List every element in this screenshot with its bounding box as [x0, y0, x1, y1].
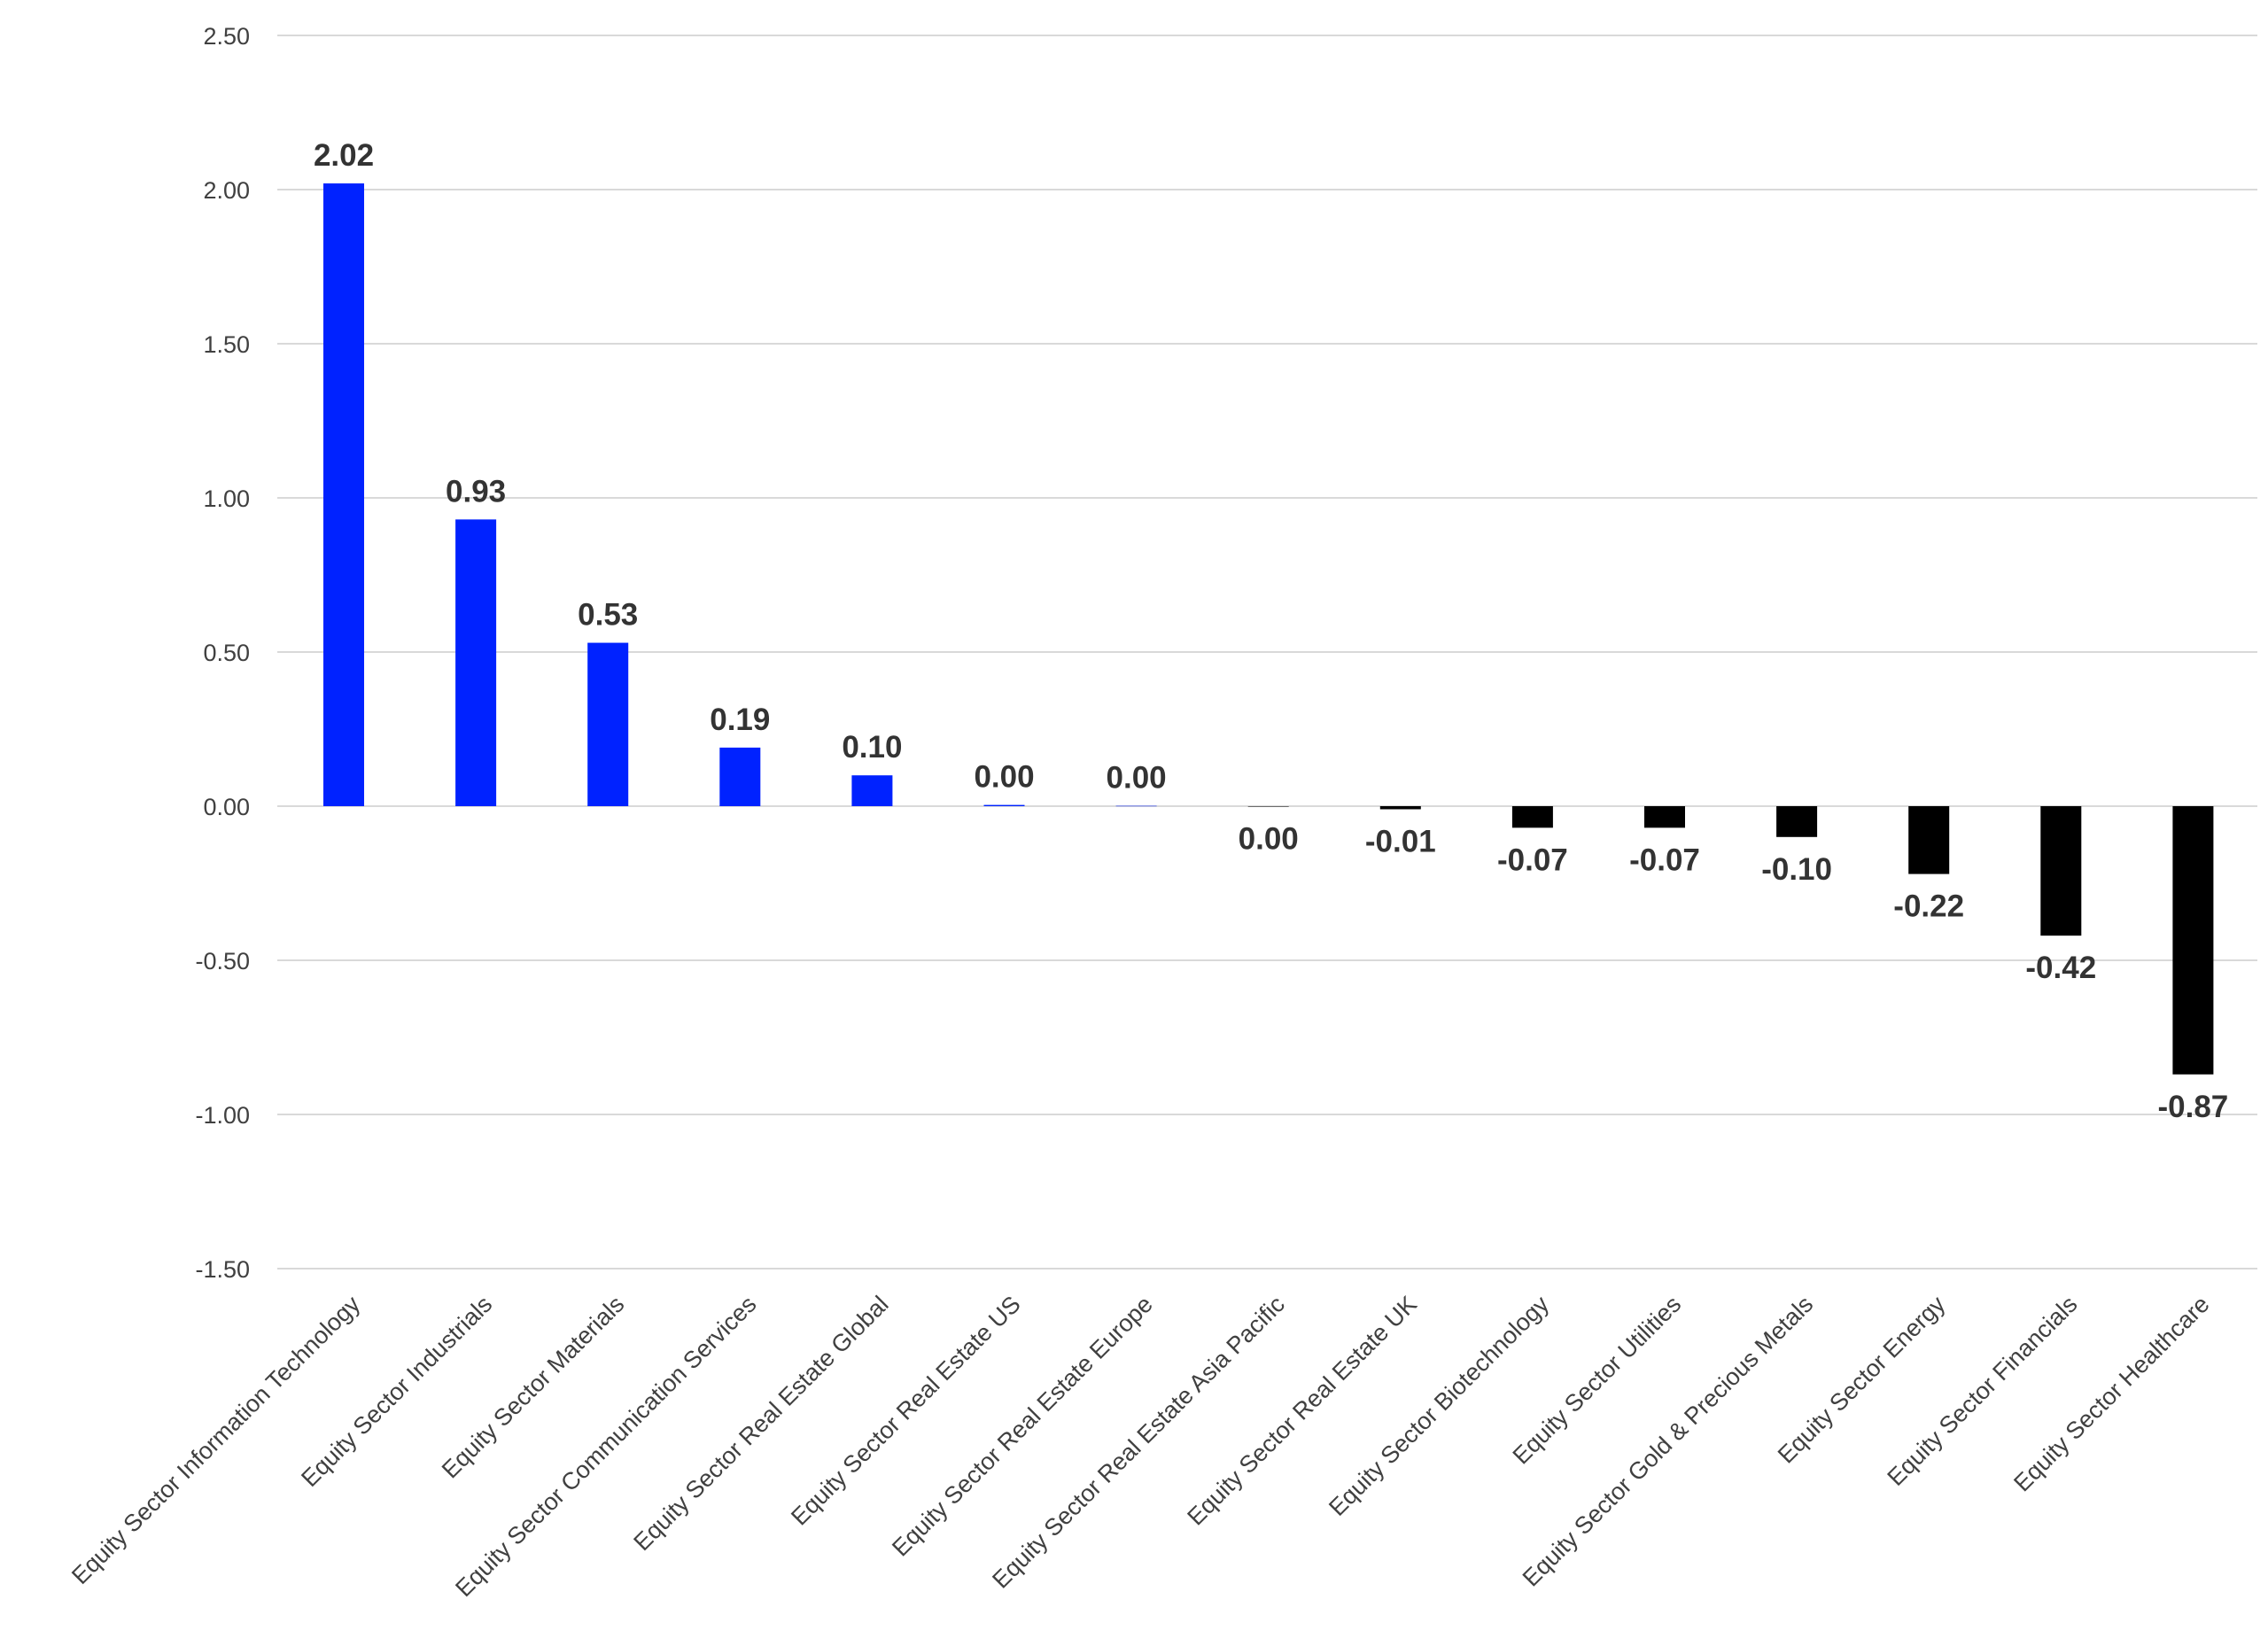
- data-label: 2.02: [314, 138, 374, 173]
- bars: [323, 183, 2214, 1075]
- x-category-label: Equity Sector Information Technology: [66, 1291, 365, 1589]
- x-category-label: Equity Sector Real Estate Europe: [887, 1291, 1158, 1562]
- bar: [1776, 806, 1818, 837]
- data-label: -0.07: [1497, 842, 1568, 877]
- bar: [1379, 806, 1421, 810]
- x-category-label: Equity Sector Real Estate Global: [628, 1291, 893, 1556]
- data-label: 0.53: [578, 598, 638, 633]
- data-label: -0.01: [1365, 824, 1436, 858]
- y-axis-ticks: 2.50 2.00 1.50 1.00 0.50 0.00 -0.50 -1.00 -1.50: [195, 23, 250, 1283]
- data-label: 0.00: [974, 760, 1034, 795]
- x-category-label: Equity Sector Biotechnology: [1324, 1291, 1554, 1521]
- y-tick-label: 1.50: [203, 331, 250, 358]
- y-tick-label: 0.50: [203, 640, 250, 666]
- bar: [1908, 806, 1950, 874]
- x-category-label: Equity Sector Real Estate UK: [1182, 1291, 1422, 1531]
- x-category-label: Equity Sector Gold & Precious Metals: [1518, 1291, 1819, 1592]
- bar: [851, 775, 893, 806]
- y-tick-label: 2.00: [203, 177, 250, 204]
- x-category-label: Equity Sector Communication Services: [450, 1291, 761, 1602]
- bar: [1247, 806, 1289, 807]
- bar: [719, 747, 761, 806]
- data-label: -0.22: [1893, 889, 1964, 924]
- bar: [323, 183, 364, 807]
- y-tick-label: -0.50: [195, 948, 250, 974]
- bar: [1115, 805, 1157, 807]
- bar: [587, 642, 629, 806]
- bar: [2040, 806, 2082, 936]
- bar: [1511, 806, 1553, 828]
- data-label: 0.10: [842, 730, 902, 765]
- y-tick-label: 0.00: [203, 794, 250, 820]
- y-tick-label: -1.00: [195, 1102, 250, 1129]
- data-label: 0.93: [446, 474, 506, 509]
- data-labels: 2.02 0.93 0.53 0.19 0.10 0.00 0.00 0.00 -0.01 -0.…: [314, 138, 2228, 1124]
- data-label: 0.19: [710, 703, 770, 737]
- data-label: 0.00: [1239, 822, 1299, 857]
- y-tick-label: 1.00: [203, 485, 250, 512]
- bar: [983, 804, 1025, 806]
- data-label: -0.42: [2025, 951, 2096, 985]
- data-label: -0.07: [1629, 842, 1700, 877]
- data-label: -0.87: [2158, 1090, 2229, 1124]
- x-category-label: Equity Sector Real Estate US: [786, 1291, 1026, 1531]
- y-tick-label: -1.50: [195, 1256, 250, 1283]
- data-label: -0.10: [1761, 852, 1832, 887]
- y-tick-label: 2.50: [203, 23, 250, 50]
- bar: [455, 519, 497, 806]
- bar: [1644, 806, 1685, 828]
- bar: [2172, 806, 2214, 1075]
- gridlines: [277, 35, 2257, 1269]
- x-category-label: Equity Sector Real Estate Asia Pacific: [987, 1291, 1290, 1594]
- data-label: 0.00: [1107, 761, 1167, 796]
- x-axis-category-labels: Equity Sector Information Technology Equi…: [66, 1291, 2215, 1603]
